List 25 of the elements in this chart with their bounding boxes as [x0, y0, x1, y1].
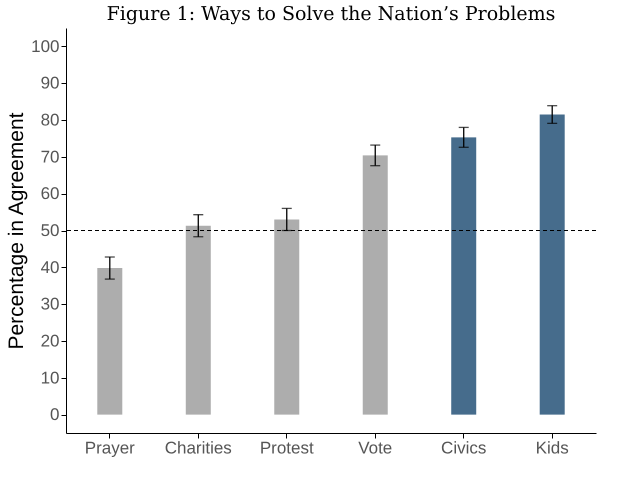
bar: [362, 155, 388, 415]
chart-title: Figure 1: Ways to Solve the Nation’s Problems: [106, 3, 556, 25]
x-tick-label: Vote: [358, 438, 392, 458]
x-tick-label: Kids: [536, 438, 569, 458]
y-tick-label: 20: [40, 331, 60, 350]
y-axis-title: Percentage in Agreement: [5, 112, 28, 350]
y-tick-label: 80: [40, 110, 60, 130]
x-tick-label: Civics: [441, 438, 486, 458]
y-tick-label: 60: [40, 184, 60, 204]
x-tick-label: Charities: [164, 438, 232, 458]
x-tick-label: Protest: [260, 438, 314, 458]
y-tick-label: 90: [40, 74, 60, 93]
x-tick-label: Prayer: [84, 438, 136, 458]
bar: [186, 226, 211, 415]
bar: [540, 114, 565, 415]
y-tick-label: 10: [40, 368, 60, 388]
y-tick-label: 0: [50, 405, 60, 424]
bar: [274, 219, 300, 415]
y-tick-label: 100: [31, 36, 60, 56]
y-tick-label: 50: [40, 221, 60, 240]
bar: [97, 268, 122, 415]
y-tick-label: 30: [40, 294, 60, 314]
y-tick-label: 40: [40, 258, 60, 277]
y-tick-label: 70: [40, 147, 60, 166]
bar: [451, 137, 476, 415]
